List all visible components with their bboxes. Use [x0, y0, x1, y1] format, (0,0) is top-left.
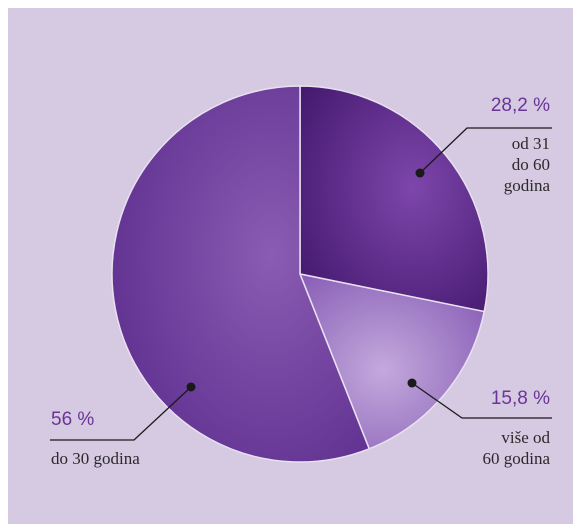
slice-label-line-2b: 60 godina — [482, 449, 550, 468]
pie-slice-2 — [298, 272, 486, 450]
slice-label-percent-1: 28,2 % — [491, 95, 550, 116]
callout-slice-3 — [50, 386, 192, 441]
slice-label-percent-2: 15,8 % — [491, 388, 550, 409]
callout-dot-1 — [415, 168, 425, 178]
slice-label-line-2a: više od — [501, 428, 550, 447]
pie-slice-1 — [299, 85, 489, 313]
callout-slice-1 — [419, 127, 552, 174]
slice-label-line-1b: do 60 — [512, 155, 550, 174]
slice-label-line-1c: godina — [504, 176, 551, 195]
callout-dot-2 — [407, 378, 417, 388]
slice-label-percent-3: 56 % — [51, 409, 94, 430]
slice-label-line-1a: od 31 — [512, 134, 550, 153]
slice-label-line-3a: do 30 godina — [51, 449, 140, 468]
callout-dot-3 — [186, 382, 196, 392]
callout-slice-2 — [411, 382, 552, 419]
pie-slice-3 — [111, 85, 371, 463]
